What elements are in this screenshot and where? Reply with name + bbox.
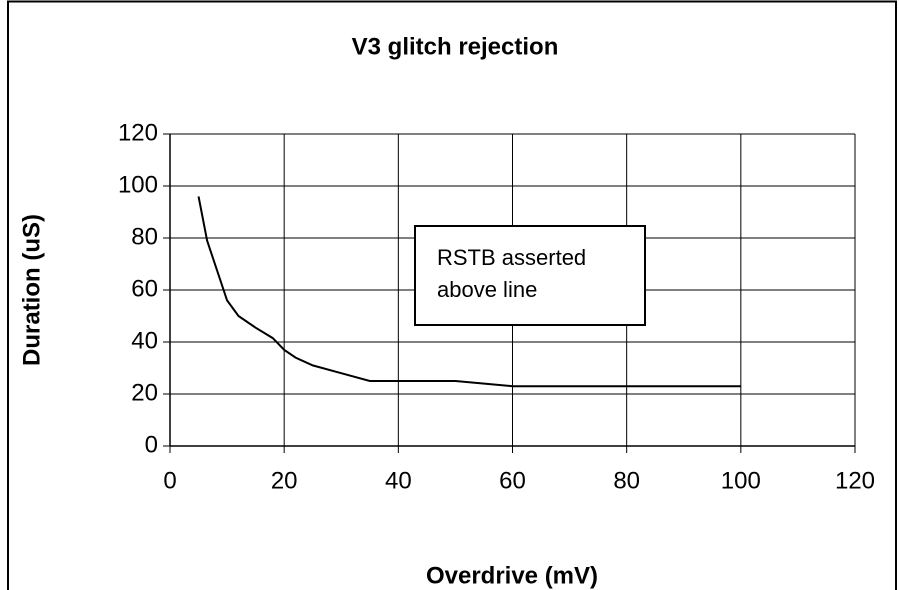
x-tick-label: 100: [721, 467, 761, 494]
y-tick-label: 80: [131, 223, 158, 250]
chart-title: V3 glitch rejection: [352, 33, 559, 60]
y-tick-label: 20: [131, 379, 158, 406]
annotation-box: [414, 225, 646, 326]
annotation-text: RSTB asserted: [437, 245, 586, 270]
x-tick-label: 20: [271, 467, 298, 494]
x-tick-label: 60: [499, 467, 526, 494]
x-tick-label: 40: [385, 467, 412, 494]
x-axis-title: Overdrive (mV): [426, 562, 598, 589]
y-tick-label: 0: [145, 431, 158, 458]
x-tick-label: 0: [163, 467, 176, 494]
y-tick-label: 100: [118, 171, 158, 198]
y-axis-title: Duration (uS): [18, 214, 45, 366]
y-tick-label: 60: [131, 275, 158, 302]
x-tick-label: 80: [613, 467, 640, 494]
x-tick-label: 120: [835, 467, 875, 494]
data-line: [197, 196, 741, 388]
y-tick-label: 40: [131, 327, 158, 354]
annotation-text: above line: [437, 277, 537, 302]
chart-frame: [7, 0, 897, 590]
y-tick-label: 120: [118, 119, 158, 146]
